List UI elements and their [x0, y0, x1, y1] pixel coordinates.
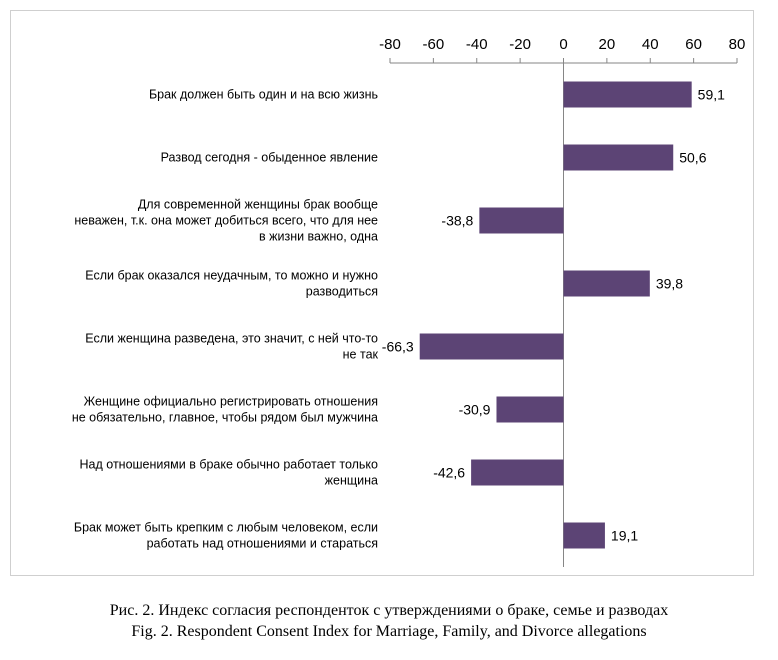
category-label: Брак должен быть один и на всю жизнь — [149, 88, 378, 102]
category-label: Для современной женщины брак вообще — [138, 198, 378, 212]
bar — [563, 270, 650, 297]
data-label: 50,6 — [679, 150, 706, 166]
x-tick-label: 20 — [599, 36, 616, 53]
data-label: -42,6 — [433, 465, 465, 481]
x-tick-label: -40 — [466, 36, 488, 53]
category-label: разводиться — [306, 285, 378, 299]
category-label: не так — [343, 348, 379, 362]
category-label: Если брак оказался неудачным, то можно и… — [85, 269, 378, 283]
bar — [419, 333, 564, 360]
category-label: женщина — [325, 474, 378, 488]
data-label: 19,1 — [611, 528, 638, 544]
bar — [563, 522, 605, 549]
x-tick-label: -60 — [423, 36, 445, 53]
data-label: -38,8 — [441, 213, 473, 229]
x-tick-label: -20 — [509, 36, 531, 53]
bar — [563, 144, 674, 171]
x-tick-label: 60 — [685, 36, 702, 53]
data-label: 39,8 — [656, 276, 683, 292]
category-label: Брак может быть крепким с любым человеко… — [74, 521, 378, 535]
bar — [471, 459, 564, 486]
bar — [563, 81, 692, 108]
category-label: Развод сегодня - обыденное явление — [161, 151, 378, 165]
figure-caption: Рис. 2. Индекс согласия респонденток с у… — [0, 600, 778, 642]
x-tick-label: 80 — [729, 36, 746, 53]
x-tick-label: 40 — [642, 36, 659, 53]
bar-chart: -80 -60 -40 -20 0 20 40 60 80 59,1 Брак должен быт… — [72, 36, 746, 567]
category-label: неважен, т.к. она может добиться всего, … — [74, 214, 378, 228]
category-label: не обязательно, главное, чтобы рядом был… — [72, 411, 378, 425]
category-label: в жизни важно, одна — [259, 230, 378, 244]
caption-en: Fig. 2. Respondent Consent Index for Mar… — [131, 623, 647, 640]
data-label: 59,1 — [698, 87, 725, 103]
caption-ru: Рис. 2. Индекс согласия респонденток с у… — [109, 602, 669, 619]
data-label: -66,3 — [382, 339, 414, 355]
x-tick-label: 0 — [559, 36, 567, 53]
data-label: -30,9 — [459, 402, 491, 418]
category-label: работать над отношениями и стараться — [147, 537, 378, 551]
category-label: Над отношениями в браке обычно работает … — [80, 458, 379, 472]
x-tick-label: -80 — [379, 36, 401, 53]
category-label: Если женщина разведена, это значит, с не… — [85, 332, 378, 346]
bar — [479, 207, 564, 234]
category-label: Женщине официально регистрировать отноше… — [84, 395, 378, 409]
bar — [496, 396, 564, 423]
